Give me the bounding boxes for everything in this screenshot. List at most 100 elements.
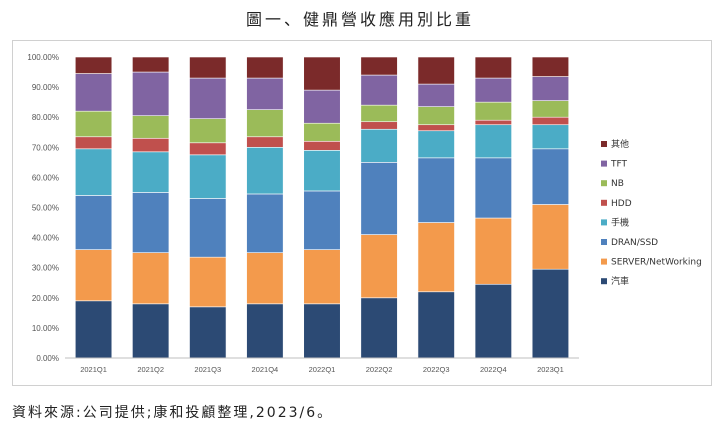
bar-segment xyxy=(303,150,341,192)
bar-segment xyxy=(74,56,113,74)
bar-segment xyxy=(360,121,398,130)
legend-swatch xyxy=(601,258,607,265)
x-tick-label: 2021Q1 xyxy=(80,365,107,374)
bar-segment xyxy=(417,291,455,359)
bar-segment xyxy=(74,148,113,196)
bar-segment xyxy=(132,115,170,139)
bar-segment xyxy=(246,56,284,79)
legend-label: 其他 xyxy=(611,138,629,150)
bar-segment xyxy=(189,256,227,308)
bar-segment xyxy=(474,56,512,79)
bar-segment xyxy=(417,124,455,132)
x-tick-label: 2022Q4 xyxy=(480,365,507,374)
bar-segment xyxy=(303,140,341,151)
x-tick-label: 2022Q1 xyxy=(309,365,336,374)
bar-segment xyxy=(417,222,455,293)
bar-segment xyxy=(303,89,341,124)
source-note: 資料來源:公司提供;康和投顧整理,2023/6。 xyxy=(12,405,334,421)
legend-label: DRAN/SSD xyxy=(611,238,658,248)
bar-segment xyxy=(360,104,398,123)
legend-swatch xyxy=(601,278,607,285)
bar-segment xyxy=(189,56,227,79)
bar-segment xyxy=(189,198,227,258)
bar-segment xyxy=(246,252,284,305)
bar-segment xyxy=(531,56,570,77)
bar-segment xyxy=(417,130,455,159)
bar-segment xyxy=(417,83,455,107)
x-tick-label: 2022Q2 xyxy=(366,365,393,374)
bar-segment xyxy=(246,193,284,253)
legend-label: SERVER/NetWorking xyxy=(611,258,702,268)
bar-segment xyxy=(303,303,341,359)
x-tick-label: 2021Q4 xyxy=(252,365,279,374)
y-tick-label: 0.00% xyxy=(36,354,59,363)
bar-segment xyxy=(531,116,570,126)
chart-area: 0.00% 10.00% 20.00% 30.00% 40.00% 50.00% 60.00… xyxy=(12,40,712,386)
x-tick-label: 2021Q3 xyxy=(194,365,221,374)
bar-segment xyxy=(189,118,227,144)
bar-segment xyxy=(74,249,113,302)
y-tick-label: 70.00% xyxy=(32,143,59,152)
bar-segment xyxy=(360,74,398,106)
y-tick-label: 50.00% xyxy=(32,204,59,213)
bar-segment xyxy=(474,157,512,219)
legend-swatch xyxy=(601,219,607,226)
bar-segment xyxy=(474,124,512,159)
bar-segment xyxy=(189,142,227,156)
y-tick-label: 80.00% xyxy=(32,113,59,122)
legend-swatch xyxy=(601,141,607,147)
bar-segment xyxy=(74,136,113,150)
bar-segment xyxy=(74,110,113,138)
bar-segment xyxy=(132,56,170,73)
chart-title: 圖一、健鼎營收應用別比重 xyxy=(245,10,474,29)
y-tick-label: 60.00% xyxy=(32,173,59,182)
bar-segment xyxy=(246,77,284,110)
bar-segment xyxy=(303,56,341,91)
legend-swatch xyxy=(601,180,607,187)
bar-segment xyxy=(531,124,570,150)
bar-segment xyxy=(417,157,455,223)
bar-segment xyxy=(246,136,284,148)
bar-segment xyxy=(303,122,341,142)
bar-segment xyxy=(531,76,570,101)
bar-segment xyxy=(189,306,227,359)
bar-segment xyxy=(74,195,113,250)
bar-segment xyxy=(132,252,170,305)
x-tick-label: 2021Q2 xyxy=(137,365,164,374)
bar-segment xyxy=(360,56,398,76)
legend-label: HDD xyxy=(611,199,632,209)
bar-segment xyxy=(303,190,341,250)
bar-segment xyxy=(417,106,455,126)
bar-segment xyxy=(360,234,398,299)
bar-segment xyxy=(360,162,398,235)
x-tick-label: 2022Q3 xyxy=(423,365,450,374)
stacked-bar-chart: 0.00% 10.00% 20.00% 30.00% 40.00% 50.00% 60.00… xyxy=(27,53,702,374)
bar-segment xyxy=(132,151,170,193)
y-tick-label: 30.00% xyxy=(32,264,59,273)
legend-label: 汽車 xyxy=(611,275,629,287)
y-tick-label: 10.00% xyxy=(32,324,59,333)
bar-segment xyxy=(132,137,170,153)
bar-segment xyxy=(531,268,570,359)
y-tick-label: 100.00% xyxy=(27,53,59,62)
bar-segment xyxy=(132,71,170,116)
legend-label: 手機 xyxy=(611,216,629,228)
bar-segment xyxy=(474,283,512,359)
y-tick-label: 40.00% xyxy=(32,234,59,243)
bar-segment xyxy=(531,100,570,118)
bar-segment xyxy=(474,101,512,121)
bar-segment xyxy=(531,148,570,205)
bar-segment xyxy=(74,73,113,112)
bar-segment xyxy=(360,128,398,163)
bar-segment xyxy=(360,297,398,359)
legend-swatch xyxy=(601,199,607,206)
bar-segment xyxy=(74,300,113,359)
x-tick-label: 2023Q1 xyxy=(537,365,564,374)
bar-segment xyxy=(417,56,455,85)
bar-segment xyxy=(303,249,341,305)
bar-segment xyxy=(246,147,284,195)
bar-segment xyxy=(531,204,570,270)
y-tick-label: 90.00% xyxy=(32,83,59,92)
legend-swatch xyxy=(601,239,607,245)
bar-segment xyxy=(246,109,284,138)
